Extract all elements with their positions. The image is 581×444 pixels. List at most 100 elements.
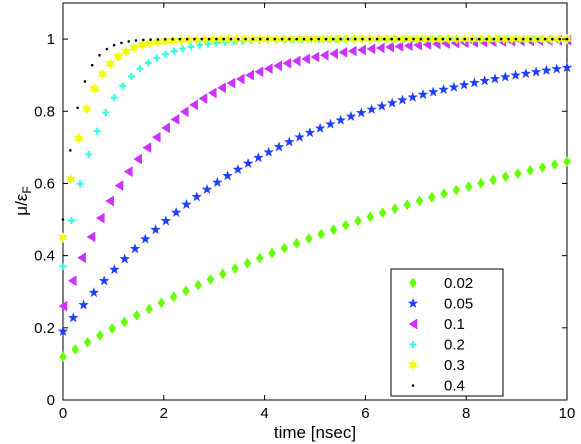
data-point (96, 329, 104, 341)
data-point (526, 165, 534, 176)
data-point (561, 62, 573, 73)
data-point (156, 38, 160, 41)
data-point (93, 127, 101, 135)
data-point (258, 37, 262, 41)
data-point (510, 69, 521, 80)
data-point (89, 83, 100, 95)
legend-label: 0.4 (444, 378, 465, 395)
data-point (114, 180, 124, 192)
data-point (357, 44, 366, 56)
data-point (317, 228, 325, 240)
plot-area (57, 2, 573, 401)
data-point (120, 41, 123, 45)
data-point (434, 37, 437, 41)
data-point (105, 58, 115, 70)
legend-box (390, 268, 504, 397)
data-point (105, 47, 109, 51)
series-0.4 (61, 37, 569, 221)
data-point (543, 37, 547, 41)
legend-label: 0.02 (444, 275, 473, 292)
data-point (149, 38, 152, 41)
data-point (160, 215, 172, 226)
data-point (255, 252, 264, 264)
data-point (59, 262, 67, 270)
data-point (119, 82, 127, 90)
data-point (253, 152, 264, 163)
data-point (489, 73, 501, 84)
data-point (189, 99, 198, 111)
data-point (551, 63, 563, 74)
data-point (102, 109, 110, 117)
data-point (254, 66, 264, 78)
data-point (427, 191, 436, 203)
data-point (179, 106, 189, 118)
x-tick-label: 8 (462, 405, 470, 422)
data-point (105, 195, 114, 207)
data-point (302, 37, 306, 41)
data-point (245, 69, 254, 81)
data-point (110, 94, 118, 102)
series-layer (57, 33, 573, 363)
data-point (150, 224, 161, 235)
data-point (477, 177, 485, 189)
data-point (137, 39, 147, 51)
data-point (78, 299, 89, 310)
data-point (235, 73, 245, 85)
data-point (58, 232, 68, 244)
data-point (485, 37, 488, 41)
data-point (331, 37, 335, 41)
data-point (88, 287, 100, 298)
data-point (200, 37, 204, 41)
data-point (185, 37, 189, 41)
data-point (226, 77, 236, 89)
data-point (237, 37, 240, 41)
data-point (61, 218, 65, 221)
data-point (170, 47, 178, 55)
y-tick-label: 1 (47, 31, 55, 48)
data-point (536, 37, 540, 41)
legend-entry: 0.05 (407, 296, 473, 313)
data-point (142, 142, 152, 154)
y-axis-label-subscript: F (20, 186, 34, 193)
data-point (282, 57, 292, 69)
data-point (514, 168, 522, 179)
data-point (85, 151, 93, 159)
legend-label: 0.2 (444, 337, 465, 354)
data-point (280, 242, 289, 254)
data-point (196, 41, 204, 49)
data-point (415, 195, 424, 207)
data-point (405, 37, 408, 41)
legend-marker (407, 297, 419, 309)
x-tick-label: 10 (559, 405, 576, 422)
data-point (366, 103, 377, 115)
data-point (397, 37, 401, 41)
data-point (314, 122, 326, 133)
data-point (170, 206, 182, 218)
series-0.1 (58, 34, 572, 312)
data-point (470, 37, 474, 41)
data-point (129, 42, 139, 54)
data-point (244, 37, 247, 41)
data-point (538, 162, 547, 173)
data-point (266, 37, 269, 41)
data-point (81, 103, 92, 115)
x-tick-label: 4 (260, 405, 268, 422)
data-point (119, 253, 131, 264)
data-point (120, 316, 129, 328)
data-point (345, 110, 357, 122)
data-point (59, 351, 67, 363)
data-point (98, 53, 101, 57)
data-point (346, 37, 350, 41)
data-point (361, 37, 364, 41)
data-point (191, 191, 203, 202)
data-point (273, 141, 285, 152)
data-point (109, 264, 120, 275)
data-point (366, 211, 375, 223)
series-0.02 (59, 156, 571, 363)
data-point (268, 247, 276, 259)
y-axis-label-base: μ/ε (12, 193, 31, 216)
data-point (310, 37, 313, 41)
data-point (66, 173, 76, 185)
data-point (530, 66, 542, 77)
